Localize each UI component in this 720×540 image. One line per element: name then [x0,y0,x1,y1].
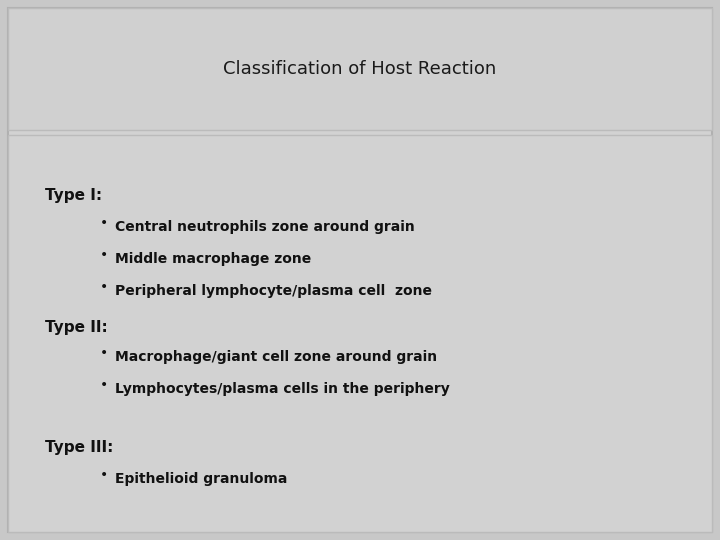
Text: Classification of Host Reaction: Classification of Host Reaction [223,60,497,78]
Text: •: • [100,216,108,230]
Text: •: • [100,248,108,262]
FancyBboxPatch shape [8,8,712,532]
FancyBboxPatch shape [8,135,712,532]
Text: •: • [100,378,108,392]
Text: Type II:: Type II: [45,320,108,335]
Text: Macrophage/giant cell zone around grain: Macrophage/giant cell zone around grain [115,350,437,364]
FancyBboxPatch shape [8,8,712,130]
Text: •: • [100,468,108,482]
Text: Central neutrophils zone around grain: Central neutrophils zone around grain [115,220,415,234]
Text: Type III:: Type III: [45,440,113,455]
Text: Lymphocytes/plasma cells in the periphery: Lymphocytes/plasma cells in the peripher… [115,382,450,396]
Text: •: • [100,280,108,294]
Text: Epithelioid granuloma: Epithelioid granuloma [115,472,287,486]
Text: Type I:: Type I: [45,188,102,203]
Text: Peripheral lymphocyte/plasma cell  zone: Peripheral lymphocyte/plasma cell zone [115,284,432,298]
Text: Middle macrophage zone: Middle macrophage zone [115,252,311,266]
Text: •: • [100,346,108,360]
